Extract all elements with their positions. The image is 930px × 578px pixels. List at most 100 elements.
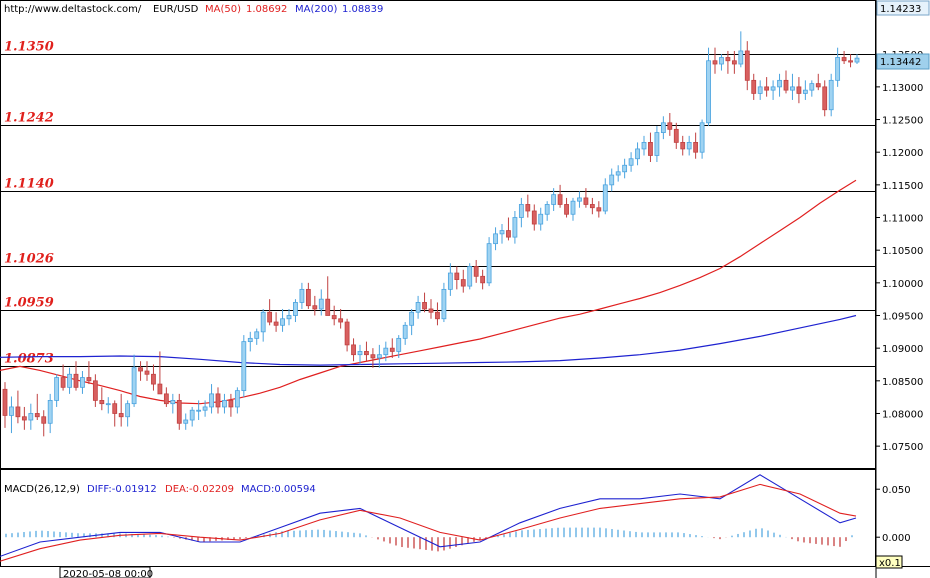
- candle-body: [648, 141, 653, 156]
- candle: [654, 126, 660, 162]
- candle: [422, 292, 427, 313]
- candle: [615, 165, 621, 182]
- candle-body: [441, 288, 447, 320]
- candle: [402, 322, 408, 345]
- candle-body: [493, 233, 498, 245]
- candle-body: [215, 393, 221, 408]
- candle-body: [725, 57, 731, 62]
- candle-body: [583, 197, 589, 205]
- candle-body: [499, 230, 505, 235]
- candle-body: [202, 406, 208, 411]
- macd-tick-label: 0.000: [882, 533, 911, 544]
- candle: [234, 387, 240, 414]
- candle: [415, 295, 421, 319]
- price-tick-label: 1.08500: [882, 377, 923, 388]
- price-tick-label: 1.07500: [882, 442, 923, 453]
- candle-body: [9, 406, 14, 416]
- price-tick-label: 1.13000: [882, 83, 923, 94]
- candle: [790, 73, 795, 100]
- candle-body: [86, 377, 92, 382]
- ma200-label: MA(200): [295, 4, 337, 15]
- candle-body: [751, 79, 757, 94]
- candle: [848, 54, 853, 68]
- candle-body: [234, 390, 240, 408]
- candle-body: [777, 79, 782, 88]
- candle-body: [338, 318, 344, 323]
- candle-body: [460, 279, 466, 287]
- candle-body: [273, 321, 279, 326]
- candle: [628, 152, 634, 172]
- candle: [538, 207, 544, 231]
- candle: [254, 328, 260, 345]
- price-axis: 1.14233 1.135001.130001.125001.120001.11…: [876, 0, 930, 453]
- candlesticks: [2, 31, 860, 437]
- candle: [757, 80, 763, 100]
- candle-body: [351, 344, 356, 356]
- candle: [854, 54, 860, 65]
- candle-body: [15, 406, 21, 418]
- candle: [125, 400, 131, 427]
- candle: [712, 47, 718, 74]
- candle-body: [105, 403, 111, 406]
- candle-body: [557, 194, 563, 205]
- candle-body: [383, 347, 389, 356]
- candle-body: [331, 315, 337, 320]
- candle: [557, 184, 563, 208]
- candle: [357, 344, 363, 365]
- candle: [105, 397, 111, 414]
- candle: [512, 210, 518, 244]
- candle: [828, 73, 834, 117]
- candle-body: [260, 311, 266, 333]
- macd-axis: 0.050 0.000: [876, 485, 911, 544]
- candle-body: [480, 275, 486, 284]
- candle-body: [686, 141, 692, 150]
- candle-body: [596, 207, 602, 212]
- candle: [131, 354, 137, 407]
- support-resistance-levels: 1.1350 1.1242 1.1140 1.1026 1.0959 1.0873: [0, 40, 876, 367]
- candle: [602, 178, 608, 215]
- candle: [518, 197, 524, 228]
- candle: [176, 393, 182, 430]
- price-tick-label: 1.11500: [882, 181, 923, 192]
- candle: [577, 191, 582, 208]
- candle: [389, 338, 395, 358]
- candle-body: [641, 141, 647, 150]
- candle-body: [280, 318, 285, 326]
- time-label: 2020-05-08 00:00: [63, 569, 153, 578]
- candle: [247, 331, 253, 352]
- candle-body: [2, 388, 8, 416]
- candle: [215, 387, 221, 414]
- candle: [667, 113, 673, 136]
- candle: [67, 367, 72, 394]
- candle: [364, 341, 369, 362]
- candle-body: [170, 400, 176, 405]
- candle: [428, 299, 434, 319]
- candle: [209, 384, 214, 414]
- candle-body: [822, 86, 828, 111]
- candle: [596, 201, 602, 218]
- ma200-value: 1.08839: [342, 4, 383, 15]
- candle-body: [809, 83, 815, 91]
- candle: [163, 387, 169, 407]
- candle: [454, 266, 460, 290]
- candle-body: [47, 400, 53, 424]
- scale-badge-box: [875, 555, 903, 569]
- candle-body: [370, 354, 376, 359]
- current-price-box: [876, 53, 930, 70]
- candle-body: [247, 337, 253, 343]
- candle: [189, 406, 195, 427]
- candle-body: [222, 400, 227, 408]
- price-tick-label: 1.10500: [882, 246, 923, 257]
- candle: [473, 259, 479, 283]
- candle: [719, 54, 724, 71]
- candle-body: [254, 331, 260, 339]
- site-link[interactable]: http://www.deltastock.com/: [4, 4, 142, 15]
- candle-body: [241, 341, 247, 392]
- candle-body: [67, 373, 72, 388]
- candle-body: [564, 204, 569, 215]
- candle-body: [157, 383, 163, 395]
- candle-body: [228, 400, 234, 408]
- candle-body: [92, 380, 98, 401]
- current-price-value: 1.13442: [880, 57, 921, 68]
- moving-averages: [0, 179, 857, 405]
